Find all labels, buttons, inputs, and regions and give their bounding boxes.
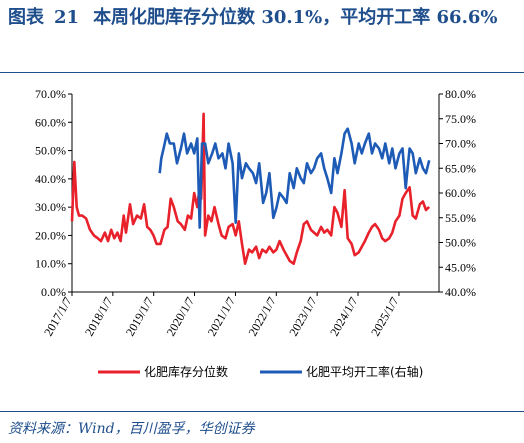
figure-title: 本周化肥库存分位数 30.1%，平均开工率 66.6% bbox=[93, 7, 498, 28]
figure-label: 图表 bbox=[8, 7, 44, 28]
legend-label-operating-rate: 化肥平均开工率(右轴) bbox=[306, 364, 423, 379]
x-tick-label: 2022/1/7 bbox=[245, 295, 278, 339]
x-tick-label: 2024/1/7 bbox=[327, 295, 360, 339]
legend-label-inventory: 化肥库存分位数 bbox=[144, 364, 228, 379]
x-tick-label: 2023/1/7 bbox=[286, 295, 319, 339]
x-tick-label: 2019/1/7 bbox=[123, 295, 156, 339]
right-tick-label: 80.0% bbox=[445, 87, 476, 101]
left-tick-label: 70.0% bbox=[35, 87, 66, 101]
right-tick-label: 40.0% bbox=[445, 285, 476, 299]
left-tick-label: 10.0% bbox=[35, 257, 66, 271]
left-tick-label: 20.0% bbox=[35, 228, 66, 242]
x-tick-label: 2018/1/7 bbox=[82, 295, 115, 339]
left-tick-label: 40.0% bbox=[35, 172, 66, 186]
x-tick-label: 2025/1/7 bbox=[368, 295, 401, 339]
x-tick-label: 2017/1/7 bbox=[41, 295, 74, 339]
series-lines bbox=[70, 112, 431, 265]
title-divider bbox=[0, 72, 524, 73]
legend: 化肥库存分位数 化肥平均开工率(右轴) bbox=[98, 364, 423, 379]
right-axis: 40.0% 45.0% 50.0% 55.0% 60.0% 65.0% 70.0% 75.0%… bbox=[438, 87, 476, 299]
footer-divider bbox=[0, 411, 524, 412]
figure-number: 21 bbox=[54, 7, 80, 28]
right-tick-label: 70.0% bbox=[445, 137, 476, 151]
left-tick-label: 50.0% bbox=[35, 144, 66, 158]
left-tick-label: 0.0% bbox=[41, 285, 66, 299]
chart-title: 图表 21 本周化肥库存分位数 30.1%，平均开工率 66.6% bbox=[8, 4, 518, 32]
right-tick-label: 75.0% bbox=[445, 112, 476, 126]
left-tick-label: 30.0% bbox=[35, 200, 66, 214]
right-tick-label: 60.0% bbox=[445, 186, 476, 200]
right-tick-label: 45.0% bbox=[445, 260, 476, 274]
right-tick-label: 55.0% bbox=[445, 211, 476, 225]
left-axis: 0.0% 10.0% 20.0% 30.0% 40.0% 50.0% 60.0% 70.0% bbox=[35, 87, 73, 299]
series-line-inventory-percentile bbox=[70, 112, 431, 265]
right-tick-label: 50.0% bbox=[445, 236, 476, 250]
x-tick-label: 2021/1/7 bbox=[205, 295, 238, 339]
source-note: 资料来源：Wind，百川盈孚，华创证券 bbox=[8, 421, 255, 437]
x-axis: 2017/1/7 2018/1/7 2019/1/7 2020/1/7 2021/1/7… bbox=[41, 291, 439, 339]
left-tick-label: 60.0% bbox=[35, 115, 66, 129]
series-line-operating-rate bbox=[158, 127, 431, 229]
right-tick-label: 65.0% bbox=[445, 161, 476, 175]
x-tick-label: 2020/1/7 bbox=[164, 295, 197, 339]
